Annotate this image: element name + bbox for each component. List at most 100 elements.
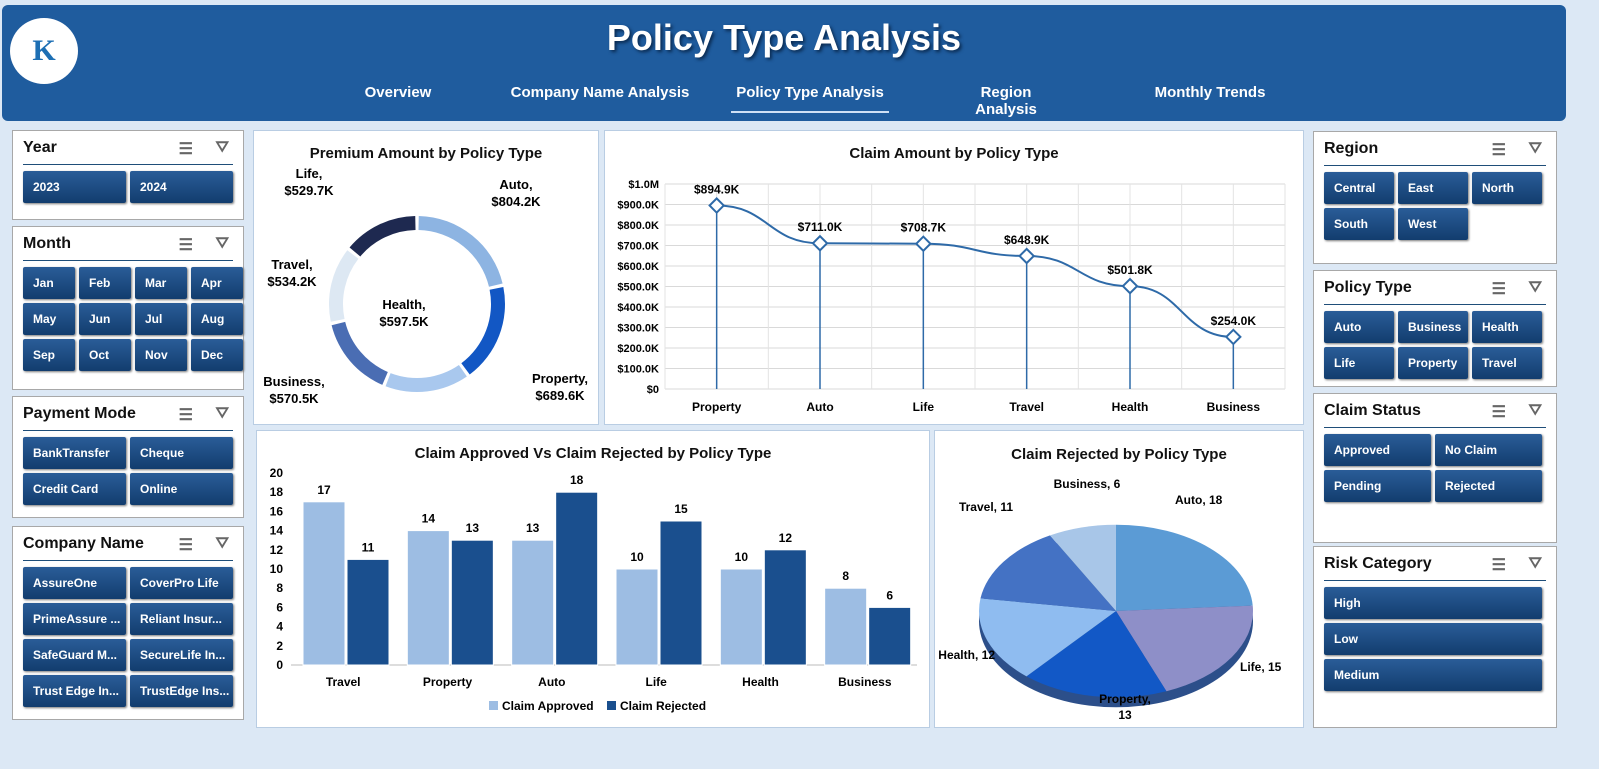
multi-select-icon[interactable]: ☰ — [178, 237, 193, 254]
slicer-item[interactable]: Cheque — [130, 437, 233, 469]
slicer-item[interactable]: SafeGuard M... — [23, 639, 126, 671]
clear-filter-icon[interactable]: ⛛ — [215, 405, 229, 422]
bar-claim-approved — [302, 501, 346, 666]
nav-overview[interactable]: Overview — [364, 84, 432, 101]
slicer-item[interactable]: West — [1398, 208, 1468, 240]
slicer-item[interactable]: Low — [1324, 623, 1542, 655]
slicer-item[interactable]: Jun — [79, 303, 131, 335]
slicer-item[interactable]: TrustEdge Ins... — [130, 675, 233, 707]
slicer-item[interactable]: High — [1324, 587, 1542, 619]
data-label: Auto, 18 — [1175, 493, 1223, 507]
slicer-item[interactable]: East — [1398, 172, 1468, 204]
slicer-item[interactable]: Dec — [191, 339, 243, 371]
slicer-item[interactable]: 2024 — [130, 171, 233, 203]
slicer-item[interactable]: Medium — [1324, 659, 1542, 691]
slicer-item[interactable]: Travel — [1472, 347, 1542, 379]
data-point — [1121, 277, 1139, 295]
slicer-item[interactable]: South — [1324, 208, 1394, 240]
slicer-item[interactable]: Credit Card — [23, 473, 126, 505]
slicer-item[interactable]: Trust Edge In... — [23, 675, 126, 707]
clear-filter-icon[interactable]: ⛛ — [215, 535, 229, 552]
bar-claim-rejected — [868, 606, 912, 666]
slicer-item[interactable]: Mar — [135, 267, 187, 299]
slicer-item[interactable]: May — [23, 303, 75, 335]
slicer-item[interactable]: Jan — [23, 267, 75, 299]
slicer-item[interactable]: Pending — [1324, 470, 1431, 502]
slicer-item[interactable]: Property — [1398, 347, 1468, 379]
slicer-item[interactable]: Reliant Insur... — [130, 603, 233, 635]
donut-slice-auto — [418, 216, 503, 287]
slicer-title: Month — [23, 235, 71, 252]
data-label: 11 — [362, 540, 375, 554]
clear-filter-icon[interactable]: ⛛ — [1528, 279, 1542, 296]
donut-slice-health — [385, 364, 467, 392]
slicer-item[interactable]: Jul — [135, 303, 187, 335]
slicer-item[interactable]: No Claim — [1435, 434, 1542, 466]
slicer-item[interactable]: Aug — [191, 303, 243, 335]
multi-select-icon[interactable]: ☰ — [1491, 557, 1506, 574]
pie-slice-health — [979, 598, 1116, 677]
data-label: 12 — [779, 531, 793, 545]
page-title: Policy Type Analysis — [606, 17, 962, 58]
clear-filter-icon[interactable]: ⛛ — [1528, 140, 1542, 157]
clear-filter-icon[interactable]: ⛛ — [215, 139, 229, 156]
slicer-item[interactable]: Apr — [191, 267, 243, 299]
multi-select-icon[interactable]: ☰ — [178, 407, 193, 424]
multi-select-icon[interactable]: ☰ — [1491, 281, 1506, 298]
multi-select-icon[interactable]: ☰ — [1491, 142, 1506, 159]
slicer-item[interactable]: BankTransfer — [23, 437, 126, 469]
data-label: $894.9K — [694, 183, 740, 197]
clear-filter-icon[interactable]: ⛛ — [1528, 402, 1542, 419]
nav-region-analysis[interactable]: Region Analysis — [975, 84, 1037, 118]
data-label: $501.8K — [1107, 263, 1153, 277]
nav-policy-type-analysis[interactable]: Policy Type Analysis — [731, 84, 889, 113]
slicer-item[interactable]: Oct — [79, 339, 131, 371]
rejected-pie-panel: Claim Rejected by Policy Type Auto, 18 Li… — [934, 430, 1304, 728]
nav-company-name-analysis[interactable]: Company Name Analysis — [510, 84, 690, 101]
slicer-item[interactable]: 2023 — [23, 171, 126, 203]
data-label: $254.0K — [1211, 314, 1257, 328]
x-tick-label: Life — [913, 400, 935, 414]
data-label: Health, — [382, 297, 425, 312]
nav-monthly-trends[interactable]: Monthly Trends — [1154, 84, 1266, 101]
slicer-item[interactable]: PrimeAssure ... — [23, 603, 126, 635]
clear-filter-icon[interactable]: ⛛ — [1528, 555, 1542, 572]
y-tick-label: 8 — [276, 581, 283, 595]
slicer-item[interactable]: AssureOne — [23, 567, 126, 599]
multi-select-icon[interactable]: ☰ — [178, 537, 193, 554]
y-tick-label: $500.0K — [617, 282, 659, 294]
multi-select-icon[interactable]: ☰ — [178, 141, 193, 158]
slicer-title: Region — [1324, 140, 1379, 157]
slicer-item[interactable]: SecureLife In... — [130, 639, 233, 671]
clear-filter-icon[interactable]: ⛛ — [215, 235, 229, 252]
chart-title: Claim Rejected by Policy Type — [1011, 446, 1227, 463]
multi-select-icon[interactable]: ☰ — [1491, 404, 1506, 421]
approved-rejected-bar-chart: 0 2 4 6 8 10 12 14 16 18 20 17 11 Travel 14 13 Property 1… — [270, 466, 917, 713]
slicer-item[interactable]: Feb — [79, 267, 131, 299]
data-label: 17 — [317, 483, 331, 497]
bar-claim-approved — [615, 568, 659, 666]
company-slicer: Company Name ☰ ⛛ AssureOne CoverPro Life Prim… — [12, 526, 244, 720]
claim-line-chart: $0 $100.0K $200.0K $300.0K $400.0K $500.0K $60… — [617, 179, 1286, 414]
data-label: 18 — [570, 473, 584, 487]
data-label: $804.2K — [491, 194, 541, 209]
slicer-item[interactable]: Approved — [1324, 434, 1431, 466]
slicer-item[interactable]: Nov — [135, 339, 187, 371]
slicer-item[interactable]: Auto — [1324, 311, 1394, 343]
y-tick-label: 16 — [270, 504, 284, 518]
data-point — [811, 234, 829, 252]
slicer-item[interactable]: Online — [130, 473, 233, 505]
slicer-item[interactable]: Health — [1472, 311, 1542, 343]
slicer-item[interactable]: North — [1472, 172, 1542, 204]
data-label: $597.5K — [379, 314, 429, 329]
slicer-item[interactable]: Rejected — [1435, 470, 1542, 502]
slicer-item[interactable]: Business — [1398, 311, 1468, 343]
data-label: Life, 15 — [1240, 660, 1282, 674]
slicer-item[interactable]: Central — [1324, 172, 1394, 204]
data-label: 8 — [842, 569, 849, 583]
bar-claim-approved — [824, 587, 868, 666]
slicer-item[interactable]: Life — [1324, 347, 1394, 379]
slicer-item[interactable]: CoverPro Life — [130, 567, 233, 599]
header: K Policy Type Analysis Overview Company … — [2, 5, 1566, 121]
slicer-item[interactable]: Sep — [23, 339, 75, 371]
